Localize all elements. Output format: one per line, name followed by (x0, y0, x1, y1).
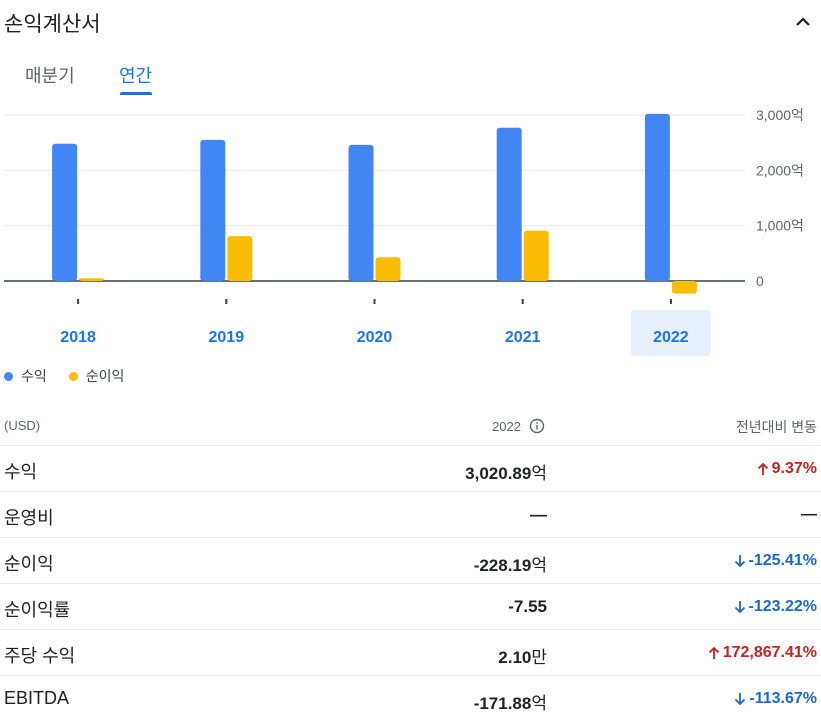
legend-item-net-income: 순이익 (68, 366, 125, 386)
table-row-net-profit-margin: 순이익률 -7.55 -123.22% (0, 584, 821, 630)
row-change: 9.37% (757, 460, 817, 478)
row-value: — (530, 505, 547, 525)
table-row-earnings-per-share: 주당 수익 2.10만 172,867.41% (0, 630, 821, 676)
value-number: -228.19 (473, 556, 532, 575)
section-title: 손익계산서 (4, 13, 101, 36)
change-column-header: 전년대비 변동 (735, 419, 817, 435)
bar-revenue-2018[interactable] (52, 143, 78, 281)
change-value: -125.41% (748, 552, 818, 569)
row-change: 172,867.41% (708, 644, 817, 662)
table-header: (USD) 2022 전년대비 변동 (0, 406, 821, 446)
value-number: — (530, 505, 547, 524)
bar-net-income-2019[interactable] (227, 236, 253, 281)
chevron-up-icon[interactable] (790, 10, 816, 32)
row-value: -7.55 (508, 597, 547, 617)
arrow-up-icon (708, 646, 719, 659)
x-tick-mark (77, 299, 80, 304)
row-change: -123.22% (734, 598, 818, 616)
income-bar-chart: 3,000억 2,000억 1,000억 0 2018 2019 2020 2021 2022 (4, 107, 804, 356)
change-value: 172,867.41% (722, 644, 817, 661)
table-row-operating-expense: 운영비 — — (0, 492, 821, 538)
value-unit: 억 (531, 556, 547, 575)
year-column-header: 2022 (492, 418, 545, 434)
value-number: 3,020.89 (465, 464, 532, 483)
legend-label-net-income: 순이익 (85, 368, 125, 384)
table-row-revenue: 수익 3,020.89억 9.37% (0, 446, 821, 492)
chart-legend: 수익 순이익 (4, 366, 146, 386)
row-value: -171.88억 (474, 689, 547, 714)
row-label: 순이익률 (4, 600, 71, 620)
x-tick-label-2018[interactable]: 2018 (60, 329, 96, 346)
legend-item-revenue: 수익 (4, 366, 47, 386)
value-number: -171.88 (473, 694, 532, 713)
y-tick-label: 1,000억 (756, 218, 804, 234)
change-value: -113.67% (749, 690, 817, 707)
row-value: 3,020.89억 (465, 459, 547, 484)
income-statement-header: 손익계산서 (0, 0, 821, 40)
row-change: -113.67% (734, 690, 817, 708)
table-row-net-income: 순이익 -228.19억 -125.41% (0, 538, 821, 584)
y-tick-label: 2,000억 (756, 162, 804, 178)
year-label: 2022 (492, 418, 521, 434)
bar-revenue-2020[interactable] (348, 144, 374, 281)
row-label: 주당 수익 (4, 646, 76, 666)
x-tick-label-2020[interactable]: 2020 (357, 329, 393, 346)
tab-annual[interactable]: 연간 (119, 66, 153, 86)
x-tick-label-2022[interactable]: 2022 (653, 329, 689, 346)
table-row-ebitda: EBITDA -171.88억 -113.67% (0, 676, 821, 717)
x-tick-mark (521, 299, 524, 304)
row-label: EBITDA (4, 688, 70, 708)
bar-revenue-2021[interactable] (496, 127, 522, 281)
row-label: 운영비 (4, 508, 54, 528)
row-value: 2.10만 (498, 643, 547, 668)
legend-dot-revenue (4, 371, 13, 381)
value-number: 2.10 (498, 648, 532, 667)
x-tick-mark (373, 299, 376, 304)
value-unit: 억 (531, 464, 547, 483)
change-value: — (801, 506, 817, 523)
x-tick-label-2021[interactable]: 2021 (505, 329, 541, 346)
bar-revenue-2019[interactable] (200, 139, 226, 281)
currency-label: (USD) (4, 418, 41, 433)
value-unit: 만 (531, 648, 547, 667)
selected-tab-indicator (120, 92, 152, 95)
bar-net-income-2018[interactable] (79, 278, 105, 281)
bar-net-income-2021[interactable] (523, 230, 549, 281)
value-number: -7.55 (508, 597, 547, 616)
row-change: -125.41% (734, 552, 818, 570)
change-value: 9.37% (771, 460, 817, 477)
change-value: -123.22% (748, 598, 818, 615)
x-tick-mark (669, 299, 672, 304)
bar-revenue-2022[interactable] (644, 113, 670, 281)
row-label: 수익 (4, 462, 38, 482)
financials-table: (USD) 2022 전년대비 변동 수익 3,020.89억 9.37% 운영비 — —… (0, 406, 821, 717)
row-label: 순이익 (4, 554, 54, 574)
arrow-up-icon (757, 462, 768, 475)
selected-year-highlight (630, 310, 711, 356)
y-tick-label: 0 (756, 273, 764, 289)
row-value: -228.19억 (474, 551, 547, 576)
info-icon[interactable] (529, 418, 545, 434)
bar-net-income-2020[interactable] (375, 257, 401, 281)
value-unit: 억 (531, 694, 547, 713)
row-change: — (801, 506, 817, 524)
arrow-down-icon (734, 555, 745, 568)
period-tabs: 매분기 연간 (0, 56, 400, 98)
arrow-down-icon (734, 601, 745, 614)
y-tick-label: 3,000억 (756, 107, 804, 123)
legend-label-revenue: 수익 (21, 368, 47, 384)
legend-dot-net-income (68, 371, 78, 381)
x-tick-label-2019[interactable]: 2019 (209, 329, 245, 346)
bar-net-income-2022[interactable] (671, 281, 697, 294)
tab-quarterly[interactable]: 매분기 (25, 66, 75, 86)
x-tick-mark (225, 299, 228, 304)
arrow-down-icon (735, 693, 746, 706)
